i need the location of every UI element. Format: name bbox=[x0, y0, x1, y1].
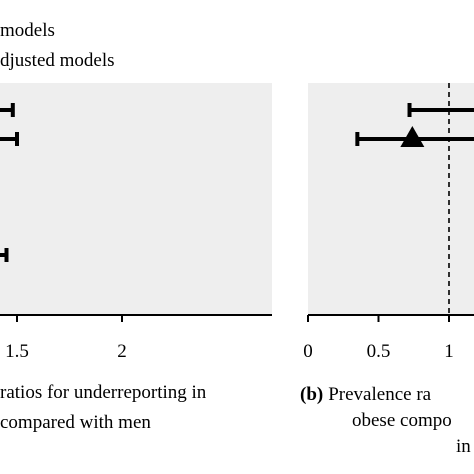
left-caption-line-1: ratios for underreporting in bbox=[0, 382, 207, 403]
plot-area-left bbox=[0, 83, 272, 315]
right-caption-line-2: obese compo bbox=[352, 410, 452, 431]
x-tick-label: 0 bbox=[303, 341, 313, 362]
panel-right: 0 0.5 1 bbox=[303, 83, 474, 362]
x-tick-label: 1.5 bbox=[5, 341, 29, 362]
x-tick-label: 1 bbox=[444, 341, 454, 362]
right-caption-line-1: (b) Prevalence ra bbox=[300, 384, 432, 405]
right-caption-line-3: in bbox=[456, 436, 471, 457]
legend-entry-unadjusted: models bbox=[0, 20, 55, 41]
caption-panel-letter: (b) bbox=[300, 384, 323, 405]
x-tick-label: 2 bbox=[117, 341, 127, 362]
point-estimate-triangle bbox=[400, 126, 425, 147]
right-caption-text-1: Prevalence ra bbox=[328, 384, 431, 405]
legend-entry-adjusted: djusted models bbox=[0, 50, 115, 71]
left-caption-line-2: compared with men bbox=[0, 412, 151, 433]
plot-area-right bbox=[308, 83, 474, 315]
x-tick-label: 0.5 bbox=[367, 341, 391, 362]
panel-left: 11.52 bbox=[0, 83, 272, 362]
